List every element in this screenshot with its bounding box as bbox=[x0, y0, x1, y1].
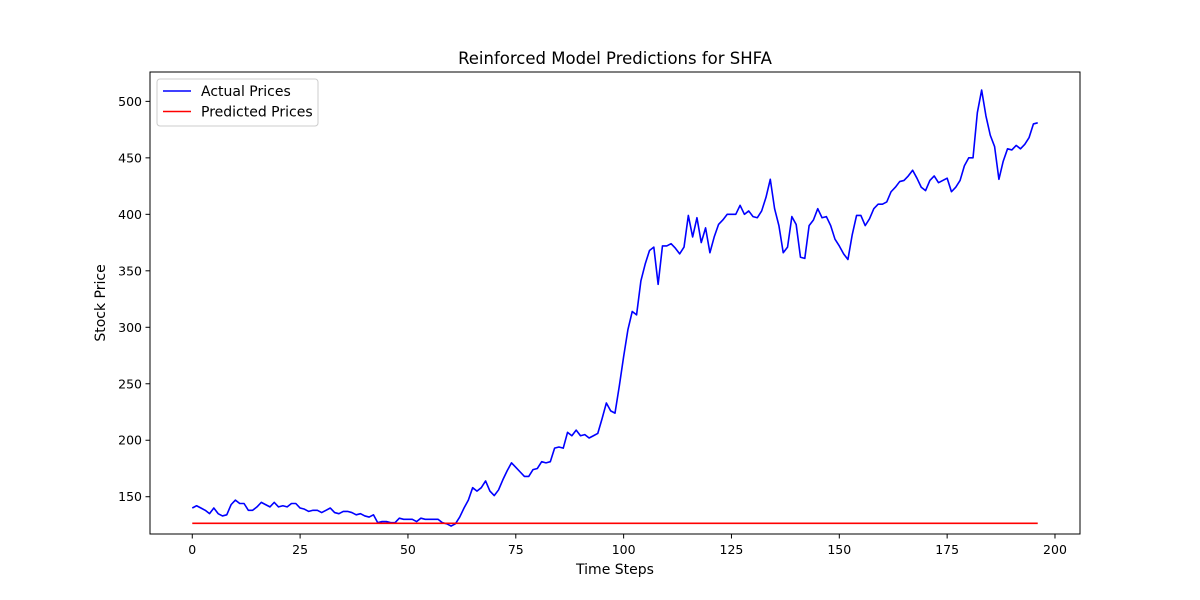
chart-title: Reinforced Model Predictions for SHFA bbox=[458, 49, 773, 68]
y-axis-title: Stock Price bbox=[93, 264, 109, 341]
legend-box bbox=[156, 78, 319, 127]
y-tick-label: 450 bbox=[118, 150, 142, 165]
x-tick-label: 25 bbox=[292, 542, 308, 557]
x-tick-label: 0 bbox=[188, 542, 196, 557]
x-tick-label: 50 bbox=[400, 542, 416, 557]
x-tick-label: 125 bbox=[720, 542, 744, 557]
y-tick-label: 400 bbox=[118, 207, 142, 222]
y-tick-label: 500 bbox=[118, 94, 142, 109]
y-tick-label: 250 bbox=[118, 376, 142, 391]
y-tick-label: 200 bbox=[118, 433, 142, 448]
y-tick-label: 150 bbox=[118, 489, 142, 504]
x-tick-label: 75 bbox=[508, 542, 524, 557]
x-tick-label: 200 bbox=[1043, 542, 1067, 557]
x-tick-label: 175 bbox=[935, 542, 959, 557]
y-tick-label: 350 bbox=[118, 263, 142, 278]
plot-area-frame bbox=[149, 71, 1081, 535]
x-tick-label: 100 bbox=[612, 542, 636, 557]
legend-entry-label: Predicted Prices bbox=[201, 105, 313, 121]
x-tick-label: 150 bbox=[827, 542, 851, 557]
series-line-actual-prices bbox=[191, 89, 1038, 527]
x-axis: 0 25 50 75 100 125 150 175 200 bbox=[188, 534, 1067, 557]
y-axis: 150 200 250 300 350 400 450 500 bbox=[118, 94, 150, 504]
legend: Actual Prices Predicted Prices bbox=[156, 78, 319, 127]
x-axis-title: Time Steps bbox=[575, 562, 654, 578]
legend-entry-label: Actual Prices bbox=[201, 84, 291, 100]
series-layer bbox=[191, 89, 1038, 527]
y-tick-label: 300 bbox=[118, 320, 142, 335]
